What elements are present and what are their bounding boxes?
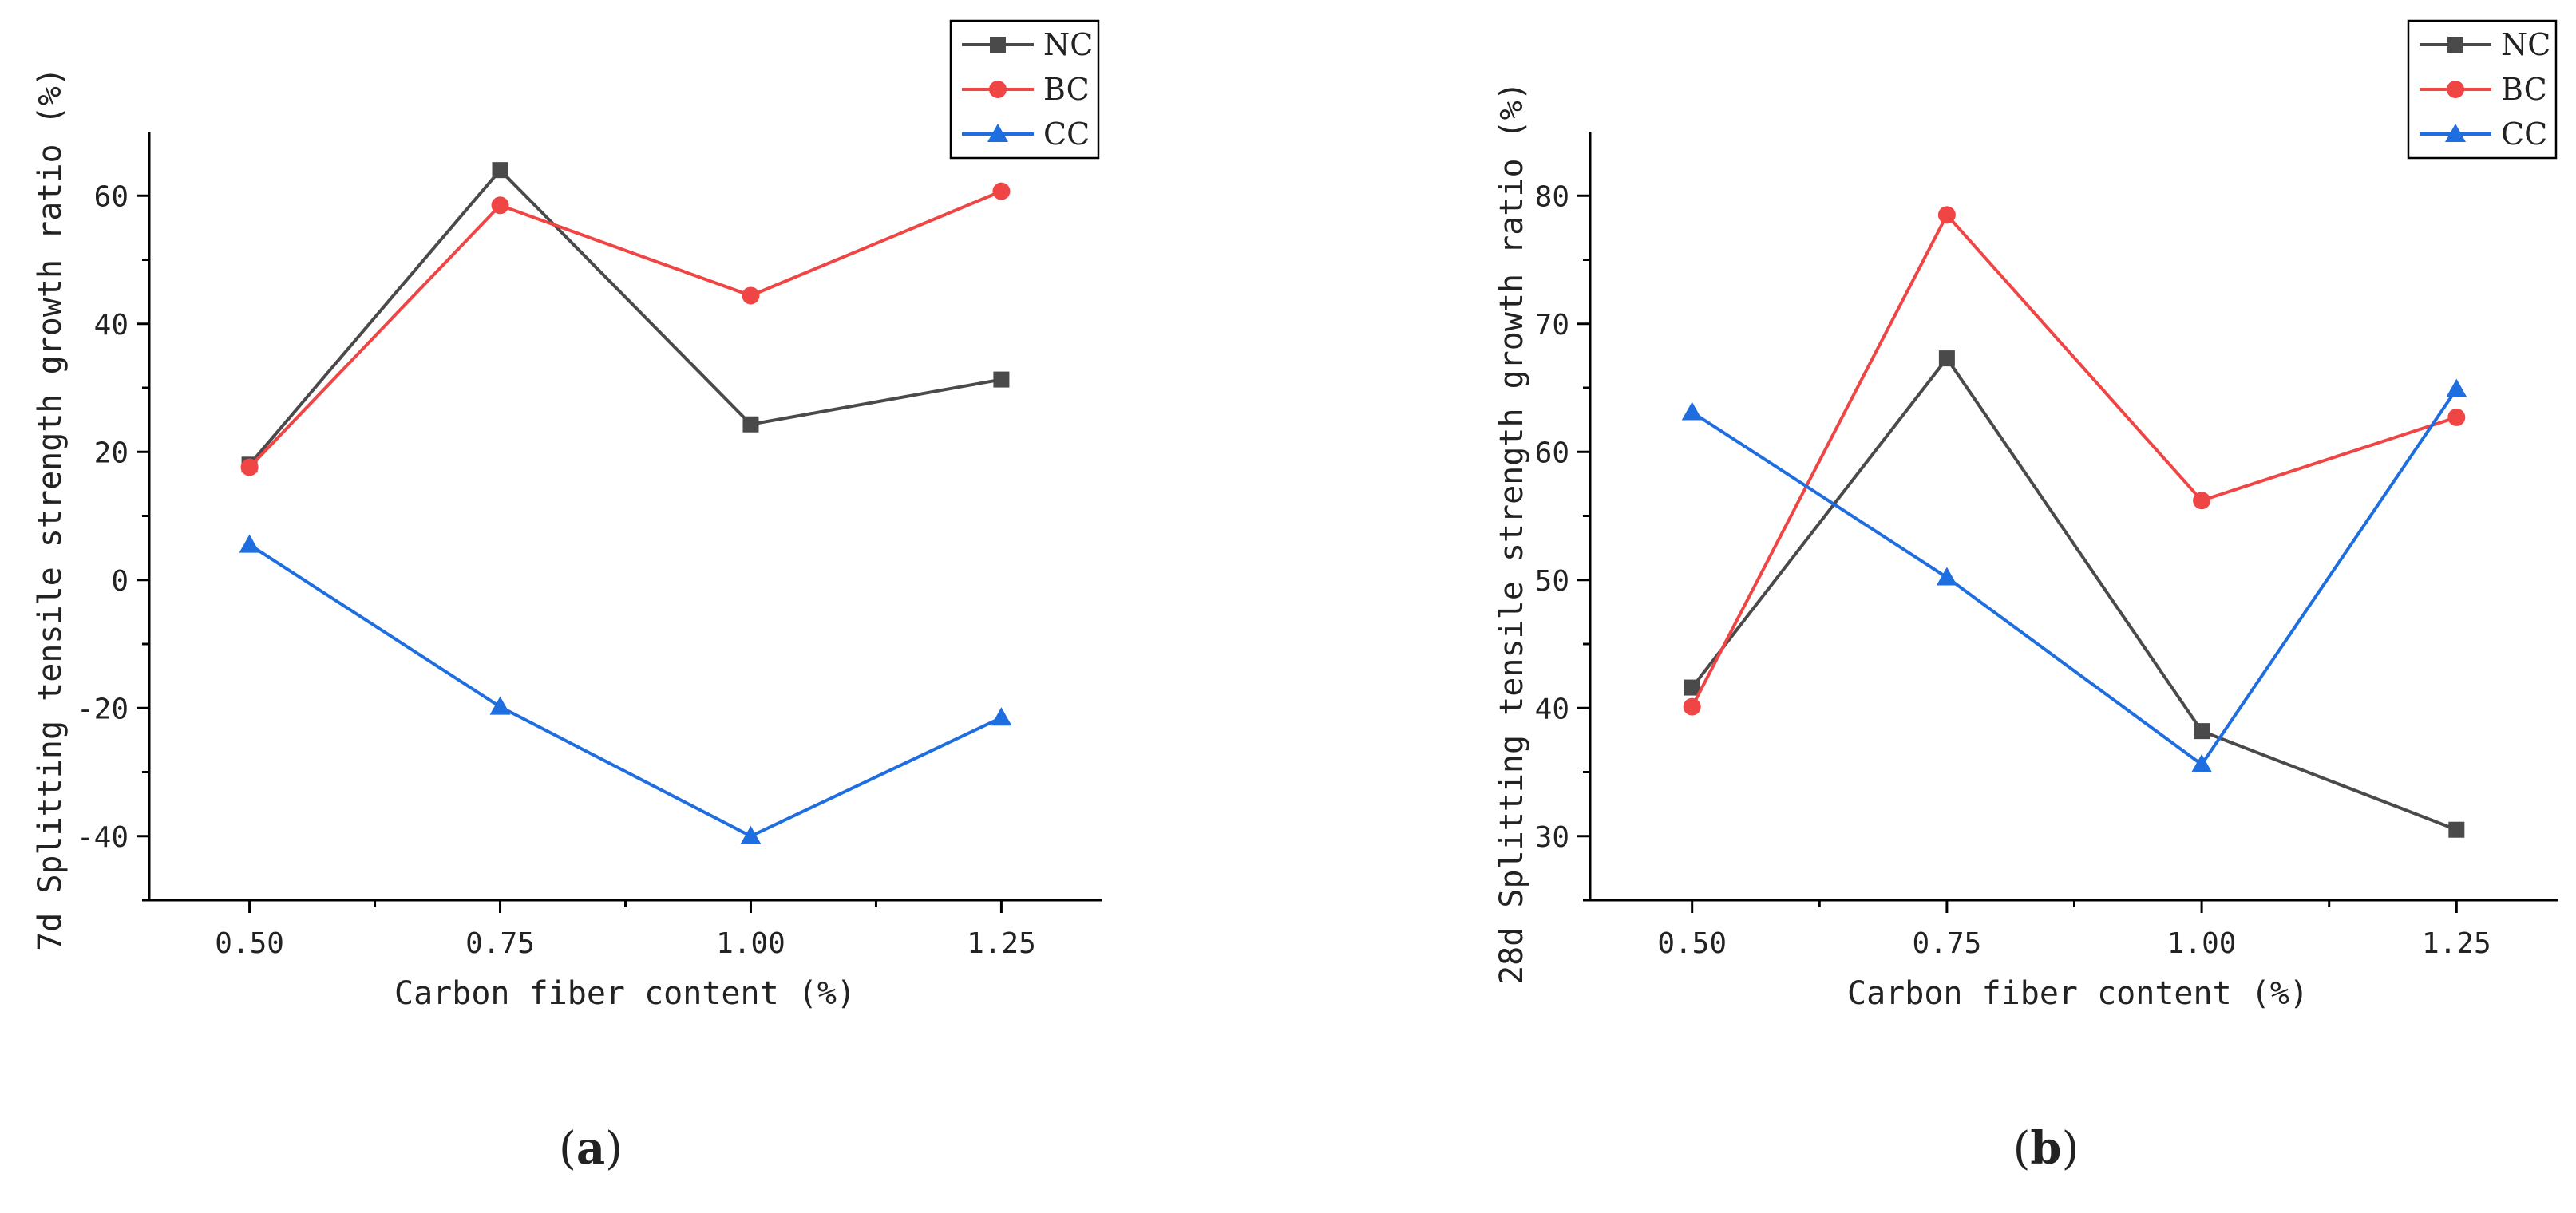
y-tick-label: 20 [94,437,129,469]
legend-label-cc: CC [2501,117,2547,152]
series-layer [239,162,1012,844]
legend-label-bc: BC [1043,72,1090,107]
legend: NC BC CC [949,19,1100,160]
data-point-cc [2191,753,2213,772]
y-tick-label: 50 [1535,565,1569,598]
series-layer [1681,206,2467,838]
series-line-nc [1691,355,2458,832]
chart-panel-a: -40 -20 0 20 40 60 0.50 0.75 1.00 1.25 NC BC CC Ca… [32,19,1102,1175]
data-point-bc [1683,697,1701,716]
data-point-cc [1936,567,1957,586]
data-point-nc [742,416,759,433]
data-point-nc [2194,723,2210,740]
data-point-cc [2446,378,2467,397]
data-point-bc [1937,206,1956,224]
data-point-cc [740,825,762,844]
data-point-bc [742,286,760,305]
y-tick-label: 80 [1535,180,1569,213]
y-tick-label: 40 [94,309,129,342]
x-axis-label: Carbon fiber content (%) [1847,975,2309,1012]
x-tick-label: 0.50 [1657,927,1727,960]
x-tick-label: 0.75 [1913,927,1982,960]
y-tick-label: 40 [1535,693,1569,725]
data-point-bc [992,182,1011,200]
series-line-cc [1691,388,2458,767]
y-tick-label: 70 [1535,309,1569,342]
y-tick-label: 60 [1535,437,1569,469]
panel-label-b: (b) [2013,1122,2079,1175]
x-ticks: 0.50 0.75 1.00 1.25 [1657,900,2491,960]
legend-label-nc: NC [1043,27,1093,62]
series-line-bc [1690,211,2457,708]
data-point-nc [993,371,1010,388]
y-tick-label: 60 [94,180,129,213]
data-point-nc [2448,821,2465,838]
data-point-nc [1684,679,1700,696]
x-tick-label: 1.25 [967,927,1036,960]
y-axis-label: 28d Splitting tensile strength growth ra… [1494,81,1530,985]
legend: NC BC CC [2407,19,2558,160]
chart-panel-b: 30 40 50 60 70 80 0.50 0.75 1.00 1.25 NC BC CC Car… [1494,19,2558,1175]
data-point-cc [239,534,260,553]
x-tick-label: 0.75 [465,927,535,960]
x-tick-label: 1.25 [2422,927,2491,960]
x-tick-label: 0.50 [215,927,284,960]
y-tick-label: 0 [111,565,129,598]
series-line-nc [248,168,1002,466]
x-ticks: 0.50 0.75 1.00 1.25 [215,900,1036,960]
data-point-nc [1938,350,1955,367]
y-tick-label: -20 [77,693,129,725]
series-line-bc [248,189,1003,468]
y-ticks: 30 40 50 60 70 80 [1535,180,1590,902]
data-point-nc [492,162,508,179]
data-point-bc [240,458,259,476]
legend-label-bc: BC [2501,72,2547,107]
legend-marker-nc [2447,37,2463,53]
series-line-cc [248,543,1003,838]
x-tick-label: 1.00 [716,927,785,960]
data-point-cc [489,696,511,715]
legend-marker-bc [2447,81,2464,98]
legend-marker-nc [990,37,1006,53]
legend-label-cc: CC [1043,117,1090,152]
y-tick-label: 30 [1535,821,1569,854]
data-point-bc [2193,492,2211,510]
data-point-bc [491,196,509,215]
data-point-cc [991,707,1012,726]
x-tick-label: 1.00 [2167,927,2237,960]
y-ticks: -40 -20 0 20 40 60 [77,180,149,902]
legend-label-nc: NC [2501,27,2550,62]
data-point-cc [1681,401,1703,421]
x-axis-label: Carbon fiber content (%) [394,975,856,1012]
legend-marker-cc [2445,124,2466,142]
y-tick-label: -40 [77,821,129,854]
data-point-bc [2447,408,2466,426]
panel-label-a: (a) [559,1122,623,1175]
legend-marker-cc [987,124,1008,142]
y-axis-label: 7d Splitting tensile strength growth rat… [32,67,69,951]
legend-marker-bc [989,81,1007,98]
